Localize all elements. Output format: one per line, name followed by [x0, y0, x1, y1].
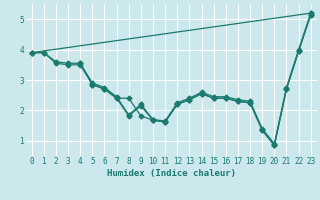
X-axis label: Humidex (Indice chaleur): Humidex (Indice chaleur): [107, 169, 236, 178]
